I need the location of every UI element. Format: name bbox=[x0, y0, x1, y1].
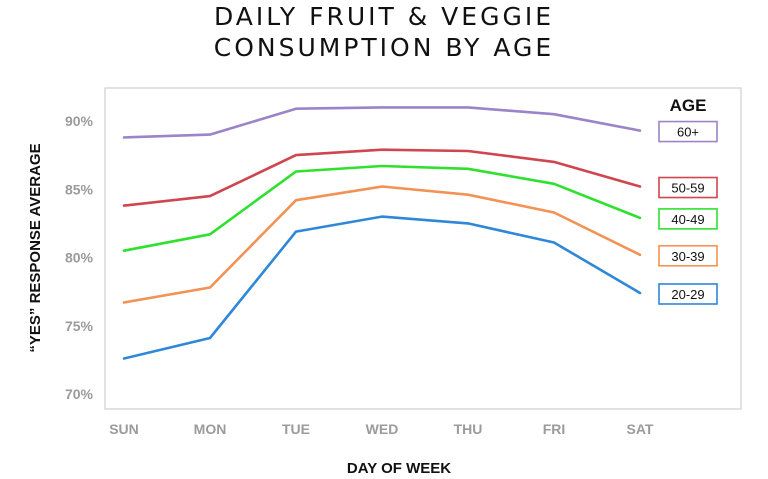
legend-box bbox=[658, 176, 718, 199]
x-axis-label: DAY OF WEEK bbox=[347, 460, 451, 477]
legend-label: 50-59 bbox=[671, 181, 704, 196]
x-tick-label: WED bbox=[366, 421, 399, 437]
x-tick-label: SUN bbox=[109, 421, 139, 437]
series-line-50-59 bbox=[122, 148, 642, 207]
legend-label: 60+ bbox=[677, 125, 699, 140]
y-axis-label: “YES” RESPONSE AVERAGE bbox=[27, 143, 44, 352]
series-line-40-49 bbox=[122, 164, 642, 252]
y-tick-label: 85% bbox=[65, 181, 94, 197]
legend-box bbox=[658, 208, 718, 230]
x-tick-label: FRI bbox=[543, 421, 566, 437]
series-line-20-29 bbox=[122, 215, 642, 360]
x-axis-ticks: SUN MON TUE WED THU FRI SAT bbox=[109, 421, 654, 437]
series-line-30-39 bbox=[122, 185, 642, 304]
series-line-60 bbox=[122, 106, 642, 139]
legend-label: 30-39 bbox=[671, 249, 704, 264]
y-tick-label: 90% bbox=[65, 113, 94, 129]
y-axis-ticks: 70% 75% 80% 85% 90% bbox=[65, 113, 94, 402]
y-tick-label: 70% bbox=[65, 386, 94, 402]
legend-box bbox=[658, 120, 718, 143]
y-tick-label: 75% bbox=[65, 318, 94, 334]
legend-item-30-39: 30-39 bbox=[658, 244, 718, 267]
x-tick-label: SAT bbox=[627, 421, 654, 437]
legend-box bbox=[658, 244, 718, 267]
series-lines bbox=[122, 106, 642, 360]
legend: 60+ 50-59 40-49 30-39 20-29 bbox=[658, 120, 718, 305]
legend-box bbox=[658, 283, 718, 305]
chart-title-line-1: DAILY FRUIT & VEGGIE bbox=[214, 2, 554, 31]
legend-label: 40-49 bbox=[671, 212, 704, 227]
legend-item-40-49: 40-49 bbox=[658, 208, 718, 230]
legend-label: 20-29 bbox=[671, 287, 704, 302]
y-tick-label: 80% bbox=[65, 250, 94, 266]
x-tick-label: MON bbox=[194, 421, 227, 437]
x-tick-label: TUE bbox=[282, 421, 310, 437]
legend-item-20-29: 20-29 bbox=[658, 283, 718, 305]
legend-item-50-59: 50-59 bbox=[658, 176, 718, 199]
plot-frame bbox=[104, 87, 742, 410]
chart-title-line-2: CONSUMPTION BY AGE bbox=[214, 33, 554, 62]
legend-title: AGE bbox=[670, 96, 707, 115]
x-tick-label: THU bbox=[454, 421, 483, 437]
legend-item-60: 60+ bbox=[658, 120, 718, 143]
